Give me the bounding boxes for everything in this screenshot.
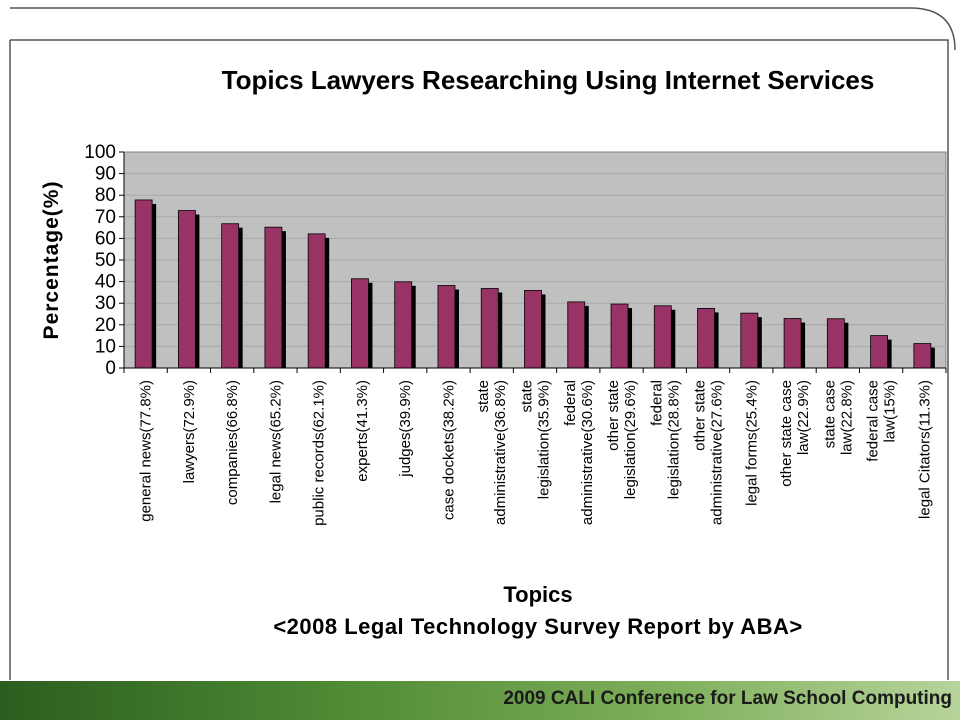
y-tick-label: 0 bbox=[105, 358, 116, 379]
x-tick-label: legal forms(25.4%) bbox=[743, 380, 760, 506]
y-tick-label: 90 bbox=[95, 164, 116, 185]
x-tick-label: legal news(65.2%) bbox=[267, 380, 284, 503]
y-tick-label: 80 bbox=[95, 185, 116, 206]
x-tick-label: legislation(29.6%) bbox=[622, 380, 639, 499]
x-tick-label: administrative(30.6%) bbox=[579, 380, 596, 525]
x-tick-label: companies(66.8%) bbox=[224, 380, 241, 505]
x-tick-label: legislation(28.8%) bbox=[665, 380, 682, 499]
x-tick-label: other state bbox=[605, 380, 622, 451]
footer-text: 2009 CALI Conference for Law School Comp… bbox=[503, 688, 952, 709]
x-tick-label: legislation(35.9%) bbox=[536, 380, 553, 499]
bar bbox=[697, 307, 715, 369]
chart-subtitle: <2008 Legal Technology Survey Report by … bbox=[273, 614, 802, 639]
x-tick-label: law(22.8%) bbox=[838, 380, 855, 455]
bars bbox=[134, 199, 935, 369]
bar bbox=[524, 290, 542, 369]
bar bbox=[826, 318, 845, 369]
y-tick-label: 20 bbox=[95, 315, 116, 336]
y-axis-label: Percentage(%) bbox=[40, 181, 63, 340]
x-tick-label: law(22.9%) bbox=[795, 380, 812, 455]
x-tick-label: experts(41.3%) bbox=[354, 380, 371, 482]
bar bbox=[134, 199, 153, 369]
bar bbox=[783, 318, 802, 369]
bar bbox=[653, 305, 672, 369]
y-tick-label: 100 bbox=[84, 142, 116, 163]
y-tick-label: 40 bbox=[95, 272, 116, 293]
x-tick-label: public records(62.1%) bbox=[311, 380, 328, 526]
footer-bar bbox=[0, 681, 960, 720]
x-tick-label: other state bbox=[692, 380, 709, 451]
x-tick-label: state bbox=[475, 380, 492, 413]
bar bbox=[870, 335, 889, 369]
bar bbox=[480, 288, 499, 369]
x-tick-label: case dockets(38.2%) bbox=[440, 380, 457, 520]
x-tick-label: administrative(36.8%) bbox=[492, 380, 509, 525]
bar bbox=[394, 281, 413, 369]
x-tick-label: other state case bbox=[778, 380, 795, 487]
x-axis-label: Topics bbox=[503, 582, 572, 607]
chart-title: Topics Lawyers Researching Using Interne… bbox=[222, 65, 875, 95]
bar bbox=[437, 285, 456, 369]
x-tick-label: federal bbox=[562, 380, 579, 426]
x-tick-label: administrative(27.6%) bbox=[709, 380, 726, 525]
slide-border bbox=[9, 39, 949, 680]
bar bbox=[264, 226, 283, 369]
bar bbox=[913, 343, 932, 369]
y-tick-label: 30 bbox=[95, 293, 116, 314]
x-tick-label: general news(77.8%) bbox=[138, 380, 155, 522]
x-tick-label: federal bbox=[648, 380, 665, 426]
bar bbox=[177, 210, 196, 369]
x-tick-label: judges(39.9%) bbox=[397, 380, 414, 478]
slide-corner-curve bbox=[909, 7, 956, 51]
bar bbox=[567, 301, 586, 369]
x-tick-label: state case bbox=[821, 380, 838, 448]
y-tick-label: 50 bbox=[95, 250, 116, 271]
y-tick-label: 60 bbox=[95, 228, 116, 249]
y-tick-label: 70 bbox=[95, 207, 116, 228]
bar bbox=[351, 278, 369, 369]
x-axis: general news(77.8%) lawyers(72.9%) compani… bbox=[123, 367, 947, 526]
bar bbox=[307, 233, 326, 369]
bar bbox=[221, 223, 240, 369]
x-tick-label: lawyers(72.9%) bbox=[181, 380, 198, 483]
bar bbox=[740, 312, 759, 369]
x-tick-label: state bbox=[519, 380, 536, 413]
x-tick-label: law(15%) bbox=[882, 380, 899, 443]
bar bbox=[610, 303, 629, 369]
y-tick-label: 10 bbox=[95, 336, 116, 357]
x-tick-label: legal Citators(11.3%) bbox=[916, 380, 933, 519]
x-tick-label: federal case bbox=[865, 380, 882, 462]
